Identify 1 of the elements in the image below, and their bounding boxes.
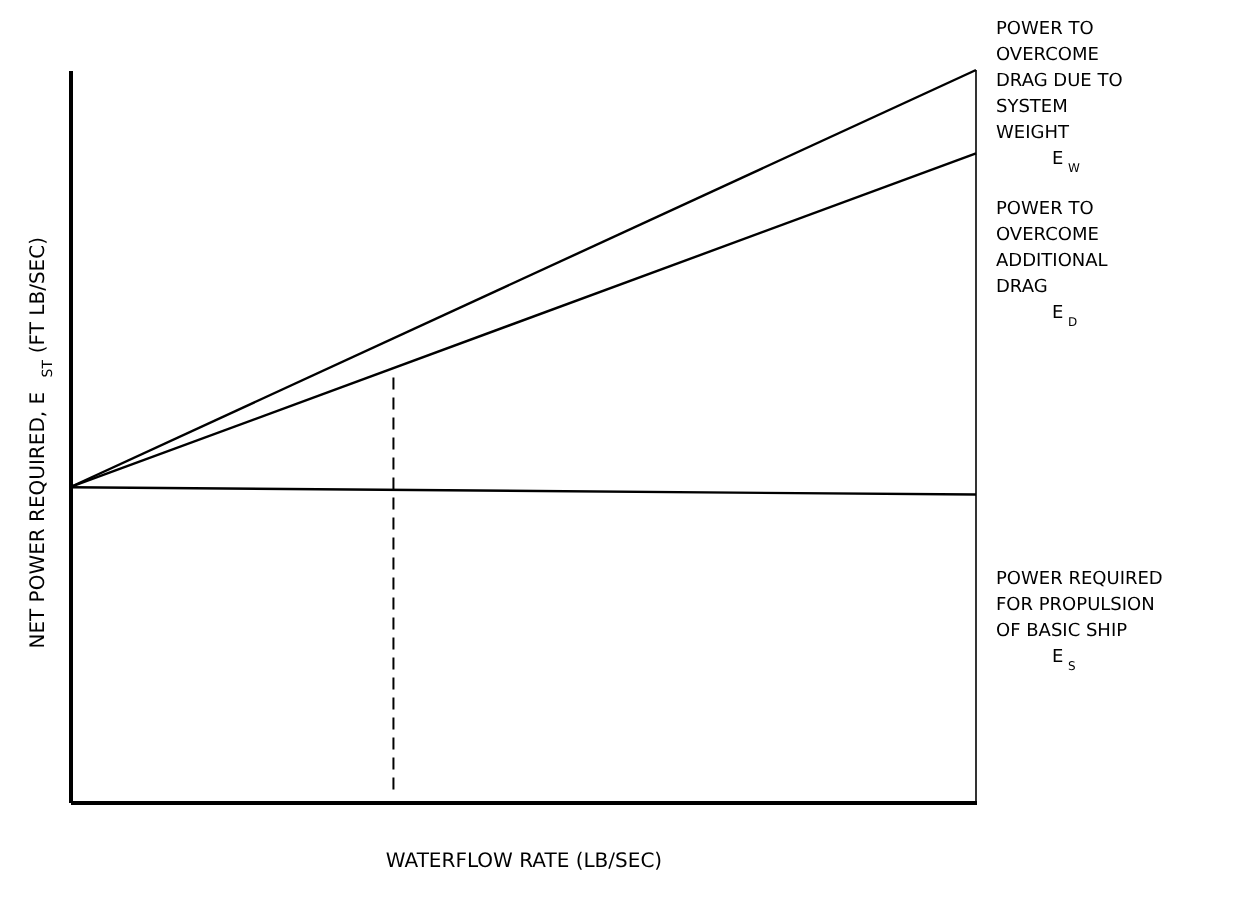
- x-axis-title: WATERFLOW RATE (LB/SEC): [385, 851, 663, 873]
